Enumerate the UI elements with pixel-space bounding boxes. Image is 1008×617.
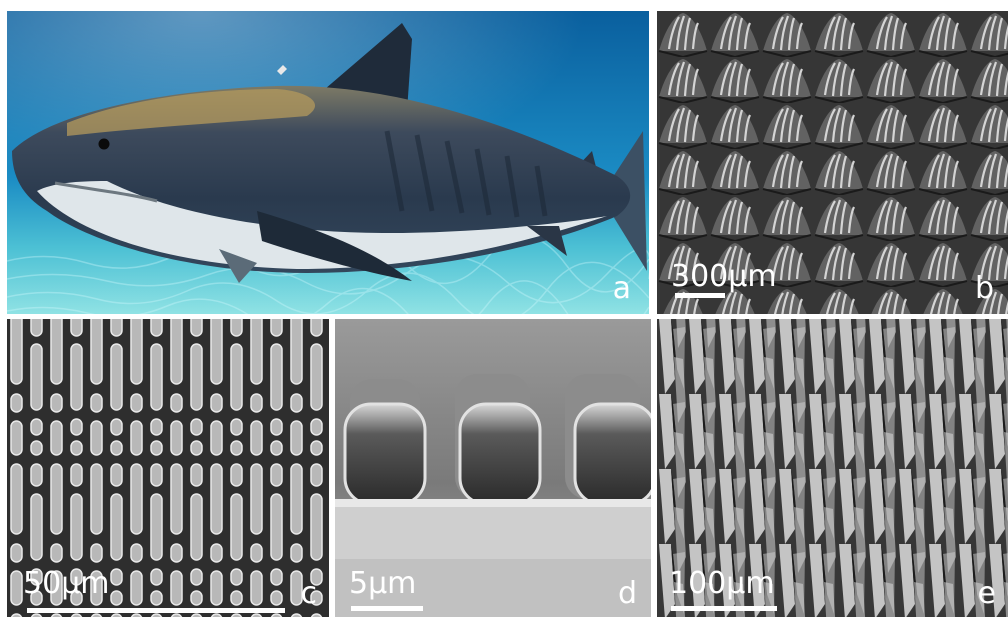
- panel-e-scale-text: 100µm: [669, 566, 775, 601]
- panel-b-sem-shark-skin: 300µm b: [657, 11, 1008, 314]
- panel-c-scale-bar: [27, 608, 285, 613]
- sem-cross-section-image: [335, 319, 651, 617]
- panel-c-scale-text: 50µm: [23, 566, 110, 601]
- shark-photo-image: [7, 11, 649, 314]
- panel-d-scale-bar: [351, 606, 423, 611]
- panel-c-label: c: [300, 576, 318, 611]
- sem-pillar-array-image: [7, 319, 329, 617]
- panel-c-sem-pillar-array: 50µm c: [7, 319, 329, 617]
- sem-shark-skin-image: [657, 11, 1008, 314]
- panel-e-scale-bar: [671, 606, 777, 611]
- panel-b-scale-bar: [675, 293, 725, 298]
- panel-a-shark-photo: a: [7, 11, 649, 314]
- panel-d-scale-text: 5µm: [349, 566, 417, 601]
- panel-e-sem-replica: 100µm e: [657, 319, 1008, 617]
- panel-b-scale-text: 300µm: [671, 259, 777, 294]
- panel-d-sem-cross-section: 5µm d: [335, 319, 651, 617]
- panel-b-label: b: [974, 271, 994, 306]
- panel-d-label: d: [617, 576, 637, 611]
- panel-a-label: a: [612, 271, 631, 306]
- panel-e-label: e: [977, 576, 996, 611]
- sem-replica-image: [657, 319, 1008, 617]
